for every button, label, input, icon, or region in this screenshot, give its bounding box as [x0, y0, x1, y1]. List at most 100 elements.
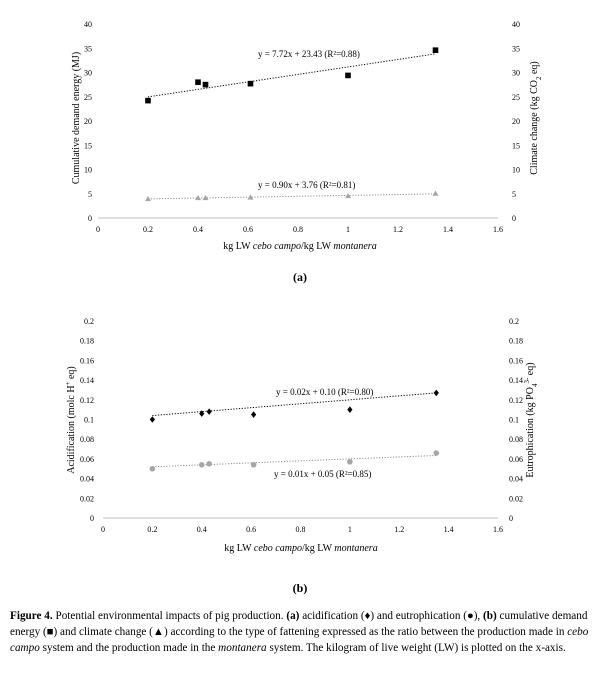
chart-a-y-tick-label-left: 0 — [88, 214, 92, 223]
chart-b-x-tick-label: 0.8 — [296, 525, 306, 534]
chart-a-y-tick-label-right: 35 — [512, 44, 520, 53]
chart-a-x-tick-label: 1.6 — [493, 225, 503, 234]
caption-text-1: Potential environmental impacts of pig p… — [52, 610, 287, 622]
chart-a-x-tick-label: 0.4 — [193, 225, 203, 234]
chart-a-y-tick-label-right: 20 — [512, 117, 520, 126]
chart-a-point-square — [345, 72, 351, 79]
chart-a-y-tick-label-right: 5 — [512, 190, 516, 199]
chart-a-point-square — [145, 97, 151, 104]
caption-text-2: acidification (♦) and eutrophication (●)… — [299, 610, 484, 622]
chart-a-x-tick-label: 0.6 — [243, 225, 253, 234]
chart-a-x-tick-label: 0.2 — [143, 225, 153, 234]
chart-a-point-triangle — [345, 192, 351, 199]
chart-a-y-tick-label-right: 15 — [512, 141, 520, 150]
chart-b-point-circle — [433, 450, 440, 456]
chart-a-point-square — [247, 80, 254, 87]
chart-a-y-tick-label-right: 40 — [512, 20, 520, 29]
chart-b-point-circle — [347, 459, 353, 465]
chart-b-point-circle — [250, 462, 257, 468]
chart-b-trend-equation-1: y = 0.01x + 0.05 (R²=0.85) — [274, 469, 371, 479]
chart-a-xlabel: kg LW cebo campo/kg LW montanera — [223, 241, 376, 252]
chart-b-y-tick-label-right: 0.14 — [509, 376, 523, 385]
chart-a-y-tick-label-left: 15 — [84, 141, 92, 150]
chart-a-y-tick-label-right: 25 — [512, 93, 520, 102]
chart-b-y-tick-label-left: 0.2 — [84, 317, 94, 326]
figure-svg: 0 0.2 0.4 0.6 0.8 1 1.2 1.4 1.6 0 5 10 15 20 25 30 35 40 0… — [64, 20, 543, 595]
chart-b-y-tick-label-left: 0 — [90, 514, 94, 523]
chart-a-trendline-1 — [147, 193, 436, 200]
chart-a-y-tick-label-left: 5 — [88, 190, 92, 199]
chart-b-y-tick-label-left: 0.1 — [84, 416, 94, 425]
caption-a-label: (a) — [286, 610, 300, 622]
chart-a-point-triangle — [247, 194, 254, 200]
chart-a-point-square — [195, 79, 201, 85]
chart-b-y-tick-label-left: 0.04 — [80, 475, 94, 484]
chart-b-y-tick-label-right: 0.1 — [509, 416, 519, 425]
chart-b-point-diamond — [206, 408, 212, 415]
chart-b-panel-label: (b) — [293, 581, 308, 595]
chart-b-point-circle — [149, 465, 156, 472]
chart-b-y-tick-label-right: 0.12 — [509, 396, 523, 405]
caption-text-4: system and the production made in the — [39, 642, 219, 654]
chart-a-y-tick-label-left: 40 — [84, 20, 92, 29]
chart-a-point-square — [202, 81, 209, 88]
chart-a-ylabel-left: Cumulative demand energy (MJ) — [71, 52, 82, 184]
chart-b-y-tick-label-right: 0.06 — [509, 455, 523, 464]
chart-b-x-tick-label: 0 — [101, 525, 105, 534]
chart-a-point-triangle — [432, 190, 439, 196]
chart-b-y-tick-label-left: 0.08 — [80, 435, 94, 444]
chart-b-x-tick-label: 1.4 — [444, 525, 454, 534]
chart-b-point-diamond — [433, 389, 439, 397]
chart-b-trend-equation-0: y = 0.02x + 0.10 (R²=0.80) — [276, 387, 373, 397]
chart-b-xlabel: kg LW cebo campo/kg LW montanera — [224, 543, 377, 554]
chart-b-y-tick-label-right: 0.02 — [509, 494, 523, 503]
chart-b-x-tick-label: 0.2 — [147, 525, 157, 534]
chart-a-y-tick-label-left: 10 — [84, 166, 92, 175]
caption-em-2: montanera — [218, 642, 267, 654]
chart-a-x-tick-label: 0 — [96, 225, 100, 234]
chart-panel-b: 0 0.2 0.4 0.6 0.8 1 1.2 1.4 1.6 0 0.02 0.04 0.06 0.08… — [80, 317, 523, 534]
chart-a-trend-equation-0: y = 7.72x + 23.43 (R²=0.88) — [258, 49, 360, 59]
chart-a-x-tick-label: 0.8 — [293, 225, 303, 234]
chart-b-y-tick-label-right: 0.18 — [509, 337, 523, 346]
chart-b-ylabel-right: Eutrophication (kg PO43- eq) — [523, 362, 539, 477]
chart-a-y-tick-label-right: 0 — [512, 214, 516, 223]
chart-b-x-tick-label: 1 — [348, 525, 352, 534]
chart-a-y-tick-label-right: 30 — [512, 69, 520, 78]
chart-a-ylabel-right: Climate change (kg CO2 eq) — [529, 61, 543, 174]
caption-em-1: cebo campo — [10, 626, 589, 654]
chart-b-point-diamond — [347, 406, 353, 413]
chart-b-y-tick-label-right: 0.16 — [509, 356, 523, 365]
chart-b-y-tick-label-left: 0.12 — [80, 396, 94, 405]
chart-b-ylabel-left: Acidification (molc H+ eq) — [64, 366, 77, 474]
chart-a-y-tick-label-left: 25 — [84, 93, 92, 102]
chart-b-y-tick-label-right: 0.04 — [509, 475, 523, 484]
chart-a-y-tick-label-right: 10 — [512, 166, 520, 175]
chart-a-x-tick-label: 1.2 — [393, 225, 403, 234]
chart-b-point-diamond — [149, 416, 155, 423]
chart-b-y-tick-label-left: 0.14 — [80, 376, 94, 385]
caption-b-label: (b) — [483, 610, 497, 622]
chart-b-point-circle — [206, 461, 212, 467]
chart-b-y-tick-label-left: 0.06 — [80, 455, 94, 464]
chart-b-x-tick-label: 1.2 — [394, 525, 404, 534]
chart-b-point-diamond — [250, 411, 257, 418]
chart-b-x-tick-label: 0.6 — [246, 525, 256, 534]
chart-a-panel-label: (a) — [293, 270, 307, 284]
chart-b-x-tick-label: 0.4 — [197, 525, 207, 534]
chart-a-y-tick-label-left: 30 — [84, 69, 92, 78]
caption-text-3: cumulative demand energy (■) and climate… — [10, 610, 588, 638]
caption-figure-label: Figure 4. — [10, 610, 53, 622]
chart-a-trend-equation-1: y = 0.90x + 3.76 (R²=0.81) — [258, 180, 355, 190]
chart-b-y-tick-label-left: 0.18 — [80, 337, 94, 346]
chart-b-x-tick-label: 1.6 — [493, 525, 503, 534]
chart-b-trendline-1 — [152, 454, 437, 468]
chart-a-y-tick-label-left: 20 — [84, 117, 92, 126]
chart-a-point-triangle — [202, 194, 209, 201]
caption-text-5: system. The kilogram of live weight (LW)… — [266, 642, 566, 654]
chart-a-x-tick-label: 1.4 — [443, 225, 453, 234]
chart-a-point-square — [432, 47, 439, 53]
chart-a-point-triangle — [145, 195, 151, 202]
chart-b-point-diamond — [199, 410, 205, 417]
chart-panel-a: 0 0.2 0.4 0.6 0.8 1 1.2 1.4 1.6 0 5 10 15 20 25 30 35 40 0… — [84, 20, 520, 234]
